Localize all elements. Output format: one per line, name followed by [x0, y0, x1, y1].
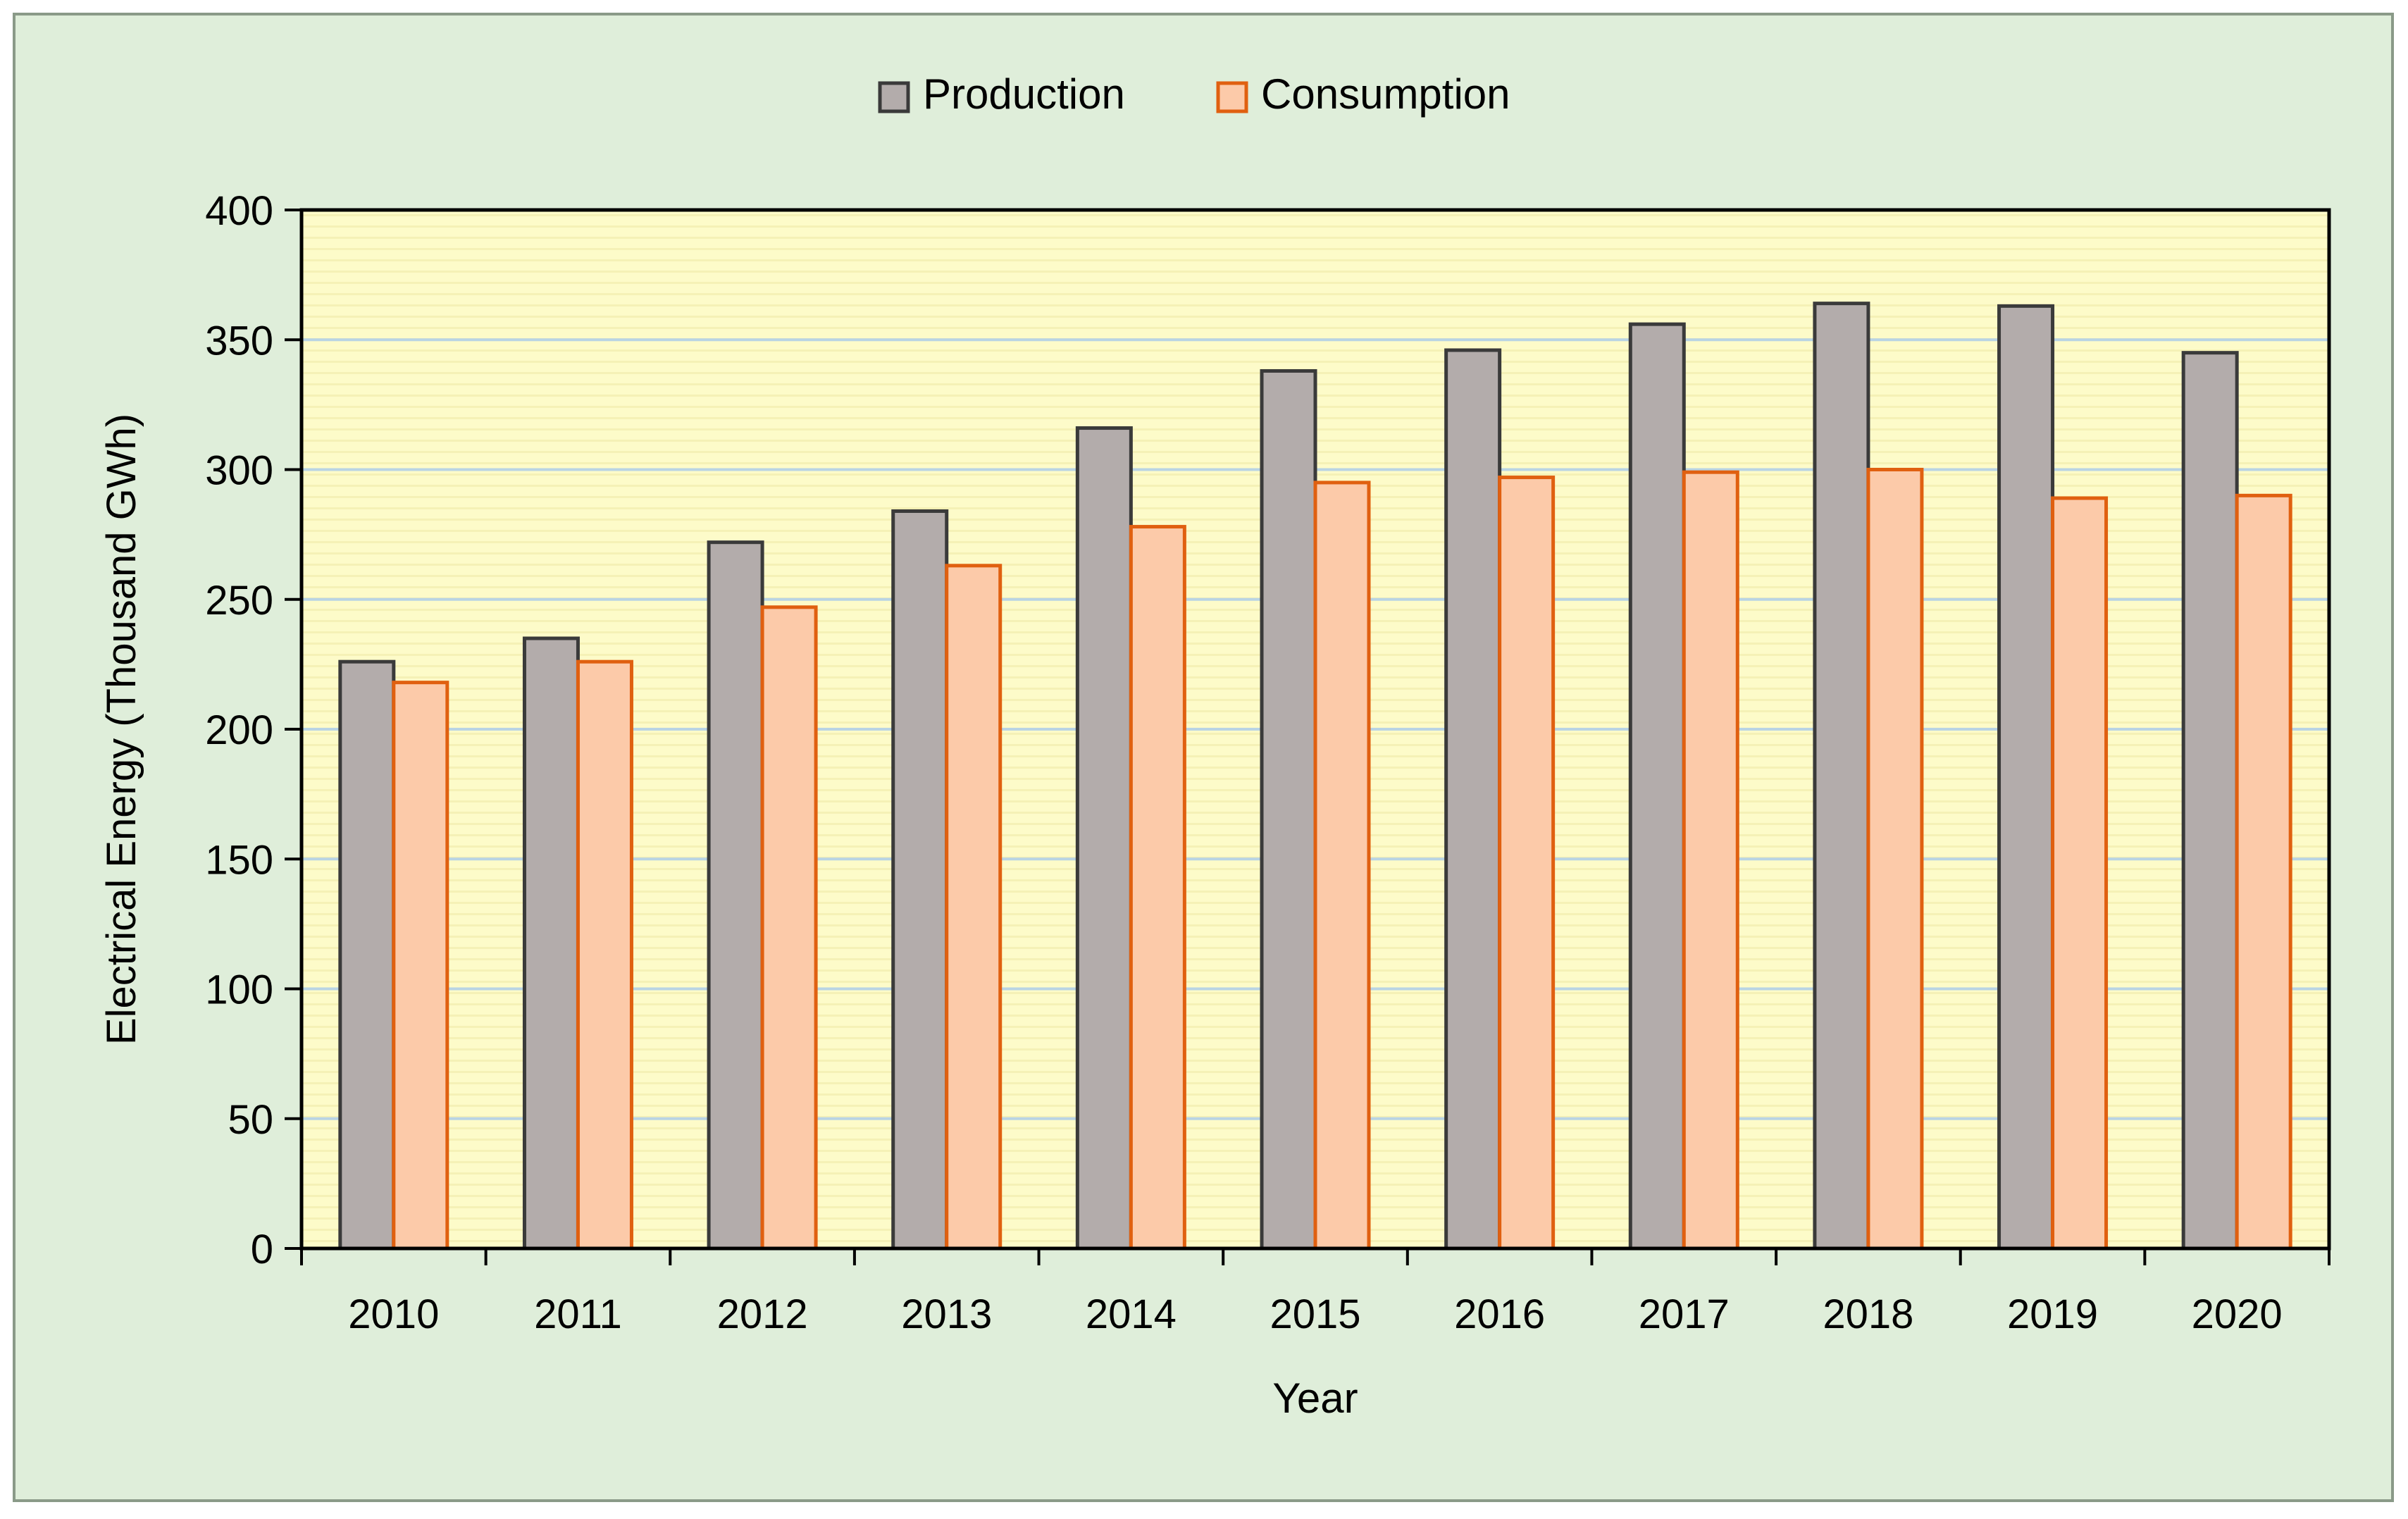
legend-item-production: Production [878, 70, 1125, 118]
x-tick-label: 2015 [1270, 1291, 1360, 1337]
bar-production-2020 [2181, 351, 2239, 1251]
y-tick-label: 250 [205, 578, 273, 624]
x-axis: 2010 2011 2012 2013 2014 2015 2016 2017 2018 2019… [300, 1248, 2331, 1337]
bar-production-2014 [1075, 426, 1133, 1251]
x-tick-label: 2012 [717, 1291, 808, 1337]
bar-consumption-2014 [1129, 525, 1186, 1251]
x-tick-label: 2017 [1639, 1291, 1730, 1337]
y-tick-label: 50 [228, 1097, 273, 1143]
bar-production-2010 [338, 659, 396, 1251]
x-tick-label: 2010 [348, 1291, 439, 1337]
bar-production-2011 [522, 636, 580, 1251]
bar-production-2019 [1997, 304, 2055, 1251]
x-tick-label: 2019 [2007, 1291, 2098, 1337]
legend-label-consumption: Consumption [1261, 70, 1510, 118]
x-tick-label: 2014 [1086, 1291, 1177, 1337]
x-tick-label: 2013 [901, 1291, 992, 1337]
bars [338, 302, 2292, 1251]
bar-production-2018 [1813, 302, 1870, 1251]
bar-consumption-2011 [576, 659, 633, 1251]
y-tick-label: 400 [205, 188, 273, 234]
bar-consumption-2018 [1866, 468, 1924, 1251]
bar-consumption-2017 [1682, 470, 1739, 1251]
legend-swatch-consumption [1216, 81, 1248, 113]
y-axis-title: Electrical Energy (Thousand GWh) [99, 414, 144, 1045]
bar-consumption-2020 [2235, 493, 2292, 1251]
bar-production-2016 [1444, 348, 1502, 1251]
bar-production-2017 [1628, 322, 1686, 1251]
x-tick-label: 2016 [1454, 1291, 1545, 1337]
bar-consumption-2010 [392, 681, 449, 1251]
bar-consumption-2015 [1313, 480, 1371, 1251]
bar-consumption-2019 [2051, 496, 2109, 1251]
bar-consumption-2012 [760, 605, 818, 1251]
x-axis-title: Year [1272, 1375, 1358, 1422]
bar-production-2012 [707, 540, 764, 1251]
y-tick-label: 150 [205, 837, 273, 883]
x-tick-label: 2020 [2192, 1291, 2283, 1337]
y-tick-label: 200 [205, 707, 273, 753]
legend-swatch-production [878, 81, 910, 113]
y-tick-label: 300 [205, 448, 273, 494]
x-tick-label: 2018 [1823, 1291, 1913, 1337]
bar-production-2015 [1260, 368, 1317, 1251]
y-axis: 0 50 100 150 200 250 300 350 400 [205, 188, 302, 1272]
y-tick-label: 0 [251, 1227, 273, 1272]
bar-production-2013 [891, 509, 949, 1251]
legend: Production Consumption [878, 70, 1510, 118]
bar-consumption-2016 [1498, 476, 1556, 1251]
bar-consumption-2013 [945, 564, 1003, 1251]
y-tick-label: 350 [205, 318, 273, 364]
y-tick-label: 100 [205, 967, 273, 1013]
legend-item-consumption: Consumption [1216, 70, 1510, 118]
legend-label-production: Production [923, 70, 1125, 118]
x-tick-label: 2011 [534, 1291, 622, 1337]
